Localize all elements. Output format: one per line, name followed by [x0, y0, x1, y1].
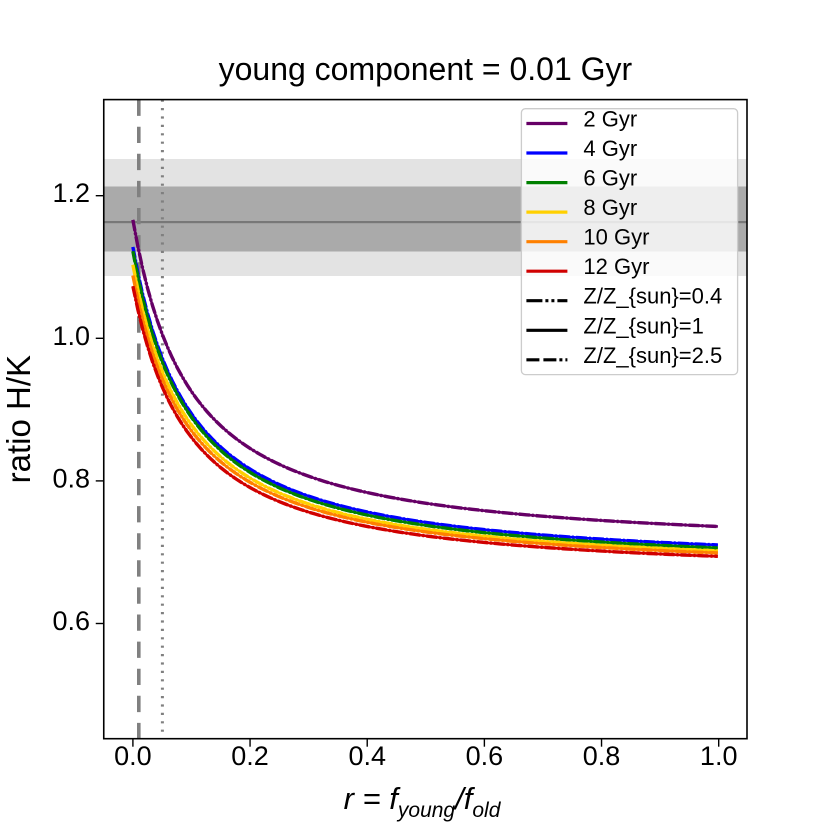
svg-text:1.0: 1.0	[700, 741, 738, 771]
svg-text:0.8: 0.8	[52, 463, 90, 493]
svg-text:r = fyoung/fold: r = fyoung/fold	[344, 781, 502, 822]
svg-text:Z/Z_{sun}=2.5: Z/Z_{sun}=2.5	[583, 343, 722, 368]
svg-text:ratio H/K: ratio H/K	[0, 355, 37, 483]
svg-text:0.4: 0.4	[348, 741, 386, 771]
svg-text:1.0: 1.0	[52, 321, 90, 351]
svg-text:Z/Z_{sun}=1: Z/Z_{sun}=1	[583, 313, 703, 338]
svg-text:4 Gyr: 4 Gyr	[583, 136, 637, 161]
svg-text:12 Gyr: 12 Gyr	[583, 254, 649, 279]
svg-text:0.6: 0.6	[466, 741, 504, 771]
svg-text:8 Gyr: 8 Gyr	[583, 195, 637, 220]
svg-text:6 Gyr: 6 Gyr	[583, 166, 637, 191]
svg-text:2 Gyr: 2 Gyr	[583, 107, 637, 132]
svg-text:0.6: 0.6	[52, 606, 90, 636]
svg-text:0.2: 0.2	[231, 741, 269, 771]
svg-text:0.0: 0.0	[114, 741, 152, 771]
svg-text:10 Gyr: 10 Gyr	[583, 225, 649, 250]
svg-text:Z/Z_{sun}=0.4: Z/Z_{sun}=0.4	[583, 284, 722, 309]
svg-text:young component = 0.01 Gyr: young component = 0.01 Gyr	[219, 51, 633, 87]
svg-text:1.2: 1.2	[52, 178, 90, 208]
svg-text:0.8: 0.8	[583, 741, 621, 771]
